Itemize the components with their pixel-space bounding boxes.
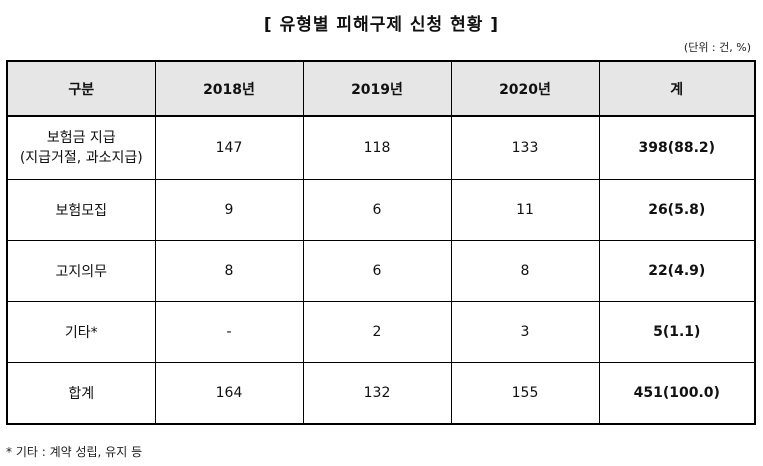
cell-2019: 2 bbox=[302, 301, 452, 363]
cell-total: 26(5.8) bbox=[598, 179, 756, 241]
table-row: 보험모집 9 6 11 26(5.8) bbox=[6, 179, 756, 241]
cell-2018: - bbox=[154, 301, 304, 363]
header-category: 구분 bbox=[6, 60, 156, 117]
cell-2020: 11 bbox=[450, 179, 600, 241]
cell-2020: 133 bbox=[450, 115, 600, 180]
complaint-table: 구분 2018년 2019년 2020년 계 보험금 지급 (지급거절, 과소지… bbox=[6, 60, 756, 425]
footnote: * 기타 : 계약 성립, 유지 등 bbox=[6, 445, 143, 459]
table-row: 고지의무 8 6 8 22(4.9) bbox=[6, 240, 756, 302]
cell-2019: 118 bbox=[302, 115, 452, 180]
cell-total: 5(1.1) bbox=[598, 301, 756, 363]
cell-2018: 9 bbox=[154, 179, 304, 241]
cell-2018: 147 bbox=[154, 115, 304, 180]
row-category-line: 보험금 지급 bbox=[46, 130, 116, 146]
header-2020: 2020년 bbox=[450, 60, 600, 117]
header-total: 계 bbox=[598, 60, 756, 117]
cell-2020: 3 bbox=[450, 301, 600, 363]
cell-2018: 164 bbox=[154, 362, 304, 425]
header-2018: 2018년 bbox=[154, 60, 304, 117]
cell-total: 398(88.2) bbox=[598, 115, 756, 180]
row-category-line: (지급거절, 과소지급) bbox=[19, 150, 143, 166]
header-2019: 2019년 bbox=[302, 60, 452, 117]
cell-total: 22(4.9) bbox=[598, 240, 756, 302]
row-category: 합계 bbox=[6, 362, 156, 425]
cell-2018: 8 bbox=[154, 240, 304, 302]
row-category: 기타* bbox=[6, 301, 156, 363]
row-category: 고지의무 bbox=[6, 240, 156, 302]
table-row: 기타* - 2 3 5(1.1) bbox=[6, 301, 756, 363]
table-row: 보험금 지급 (지급거절, 과소지급) 147 118 133 398(88.2… bbox=[6, 115, 756, 180]
cell-2020: 155 bbox=[450, 362, 600, 425]
cell-2019: 6 bbox=[302, 240, 452, 302]
row-category: 보험금 지급 (지급거절, 과소지급) bbox=[6, 115, 156, 180]
cell-2019: 6 bbox=[302, 179, 452, 241]
page-title: [ 유형별 피해구제 신청 현황 ] bbox=[263, 15, 500, 35]
cell-2020: 8 bbox=[450, 240, 600, 302]
cell-2019: 132 bbox=[302, 362, 452, 425]
table-row-sum: 합계 164 132 155 451(100.0) bbox=[6, 362, 756, 425]
header-row: 구분 2018년 2019년 2020년 계 bbox=[6, 60, 756, 117]
row-category: 보험모집 bbox=[6, 179, 156, 241]
unit-note: (단위 : 건, %) bbox=[683, 41, 751, 54]
cell-total: 451(100.0) bbox=[598, 362, 756, 425]
